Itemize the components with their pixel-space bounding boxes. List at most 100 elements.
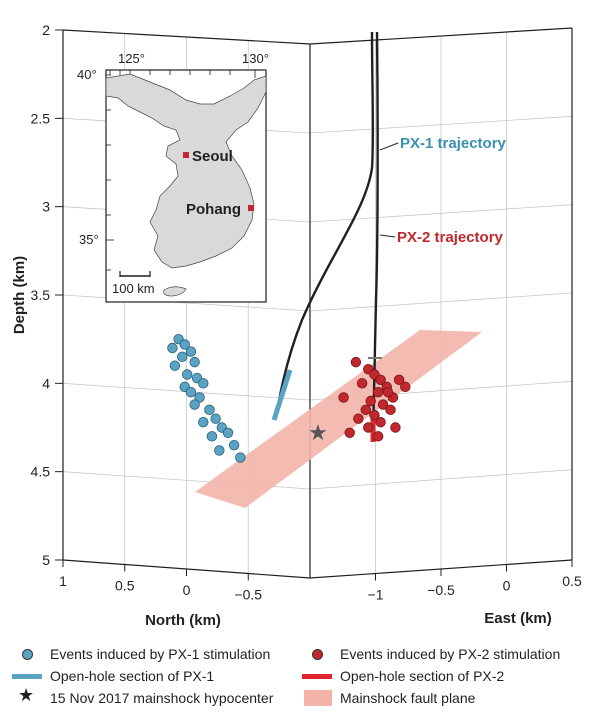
depth-tick-2-5: 2.5 bbox=[31, 110, 51, 126]
px2-event-point bbox=[360, 404, 371, 416]
px1-event-point bbox=[169, 360, 181, 371]
px2-event-point bbox=[385, 404, 396, 416]
px1-event-point bbox=[179, 339, 190, 350]
px1-event-point bbox=[185, 386, 197, 398]
px1-event-point bbox=[189, 356, 200, 368]
legend-fault-plane: Mainshock fault plane bbox=[302, 690, 475, 706]
legend-star-icon: ★ bbox=[18, 685, 35, 705]
px2-trajectory-label: PX-2 trajectory bbox=[397, 229, 504, 246]
north-tick-label: 0.5 bbox=[115, 578, 135, 594]
px1-event-point bbox=[189, 399, 200, 410]
legend-px2-line-icon bbox=[302, 668, 332, 684]
px2-trajectory-line bbox=[371, 31, 379, 441]
legend-fault-plane-label: Mainshock fault plane bbox=[340, 690, 476, 706]
mainshock-fault-plane bbox=[195, 330, 482, 508]
legend-mainshock-label: 15 Nov 2017 mainshock hypocenter bbox=[50, 690, 274, 706]
depth-tick-3: 3 bbox=[42, 199, 50, 215]
east-axis: −1 −0.5 0 0.5 bbox=[368, 560, 582, 603]
east-tick-label: 0 bbox=[503, 578, 511, 594]
map-lon-125: 125° bbox=[118, 51, 145, 66]
pohang-marker bbox=[248, 205, 254, 211]
map-lat-35: 35° bbox=[79, 232, 99, 247]
px2-events bbox=[338, 356, 411, 442]
east-tick-label: −0.5 bbox=[427, 582, 455, 598]
px1-event-point bbox=[206, 431, 218, 442]
legend-px2-events-label: Events induced by PX-2 stimulation bbox=[340, 646, 561, 662]
px1-events bbox=[167, 333, 246, 463]
px2-event-point bbox=[344, 427, 355, 439]
legend-fault-rect-icon bbox=[302, 690, 332, 706]
north-tick-label: −0.5 bbox=[234, 587, 262, 603]
px2-event-point bbox=[363, 422, 374, 433]
px1-trajectory-label: PX-1 trajectory bbox=[400, 135, 507, 152]
legend-px1-line-icon bbox=[12, 668, 42, 684]
depth-tick-3-5: 3.5 bbox=[31, 287, 51, 303]
map-lon-130: 130° bbox=[242, 51, 269, 66]
px1-event-point bbox=[194, 392, 205, 403]
px1-event-point bbox=[214, 445, 225, 456]
inset-map: Seoul Pohang 100 km 125° 130° 40° 35° bbox=[77, 51, 269, 303]
px2-event-point bbox=[356, 378, 368, 389]
legend-px2-openhole: Open-hole section of PX-2 bbox=[302, 668, 504, 684]
px2-event-point bbox=[393, 374, 405, 386]
pohang-label: Pohang bbox=[186, 201, 241, 218]
north-axis-label: North (km) bbox=[145, 612, 221, 629]
legend-mainshock: ★ 15 Nov 2017 mainshock hypocenter bbox=[12, 685, 274, 706]
depth-tick-4-5: 4.5 bbox=[31, 464, 51, 480]
depth-axis: 2 2.5 3 3.5 4 4.5 5 bbox=[31, 22, 63, 568]
px2-event-point bbox=[377, 399, 389, 410]
legend-px2-events: Events induced by PX-2 stimulation bbox=[302, 646, 560, 662]
legend-px2-openhole-label: Open-hole section of PX-2 bbox=[340, 668, 505, 684]
px2-event-point bbox=[338, 392, 349, 403]
north-tick-label: 0 bbox=[183, 582, 191, 598]
legend: Events induced by PX-1 stimulation Event… bbox=[0, 640, 590, 720]
px2-event-point bbox=[400, 381, 411, 393]
px2-event-point bbox=[390, 422, 401, 433]
seoul-marker bbox=[183, 152, 189, 158]
px1-open-hole-line bbox=[271, 369, 293, 421]
px2-event-point bbox=[353, 413, 364, 424]
px1-trajectory-line bbox=[274, 31, 375, 419]
legend-px1-events: Events induced by PX-1 stimulation bbox=[12, 646, 270, 662]
east-axis-label: East (km) bbox=[484, 610, 552, 627]
north-tick-label: 1 bbox=[59, 573, 67, 589]
px1-event-point bbox=[228, 439, 240, 451]
figure-canvas: ★ PX-1 trajectory PX-2 trajectory 2 2.5 3 3… bbox=[11, 22, 582, 629]
east-tick-label: −1 bbox=[368, 587, 384, 603]
px1-label-leader bbox=[379, 142, 399, 151]
north-axis: 1 0.5 0 −0.5 bbox=[59, 560, 262, 603]
mainshock-star: ★ bbox=[308, 421, 328, 446]
px2-event-point bbox=[372, 386, 384, 398]
inset-map-frame-ticks bbox=[106, 70, 256, 271]
depth-axis-label: Depth (km) bbox=[11, 256, 28, 334]
scale-bar-label: 100 km bbox=[112, 281, 155, 296]
px1-event-point bbox=[177, 351, 188, 363]
px2-event-point bbox=[369, 409, 380, 421]
px1-event-point bbox=[222, 427, 234, 439]
east-tick-label: 0.5 bbox=[562, 573, 582, 589]
px2-event-point bbox=[372, 431, 384, 442]
seoul-label: Seoul bbox=[192, 148, 233, 165]
px1-event-point bbox=[235, 452, 246, 463]
depth-tick-4: 4 bbox=[42, 375, 50, 391]
legend-px1-openhole: Open-hole section of PX-1 bbox=[12, 668, 214, 684]
px2-event-point bbox=[375, 374, 386, 386]
depth-tick-2: 2 bbox=[42, 22, 50, 38]
px2-event-point bbox=[382, 386, 394, 398]
px1-event-point bbox=[210, 413, 221, 424]
legend-px2-dot-icon bbox=[302, 646, 332, 662]
px1-event-point bbox=[204, 404, 215, 416]
jeju-island bbox=[163, 286, 187, 297]
px2-label-leader bbox=[379, 234, 396, 238]
px1-event-point bbox=[198, 378, 209, 389]
px2-event-point bbox=[365, 395, 376, 407]
legend-px1-events-label: Events induced by PX-1 stimulation bbox=[50, 646, 271, 662]
map-lat-40: 40° bbox=[77, 67, 97, 82]
legend-px1-dot-icon bbox=[12, 646, 42, 662]
px1-event-point bbox=[198, 417, 209, 428]
legend-px1-openhole-label: Open-hole section of PX-1 bbox=[50, 668, 215, 684]
px1-event-point bbox=[182, 369, 193, 380]
korea-land bbox=[105, 73, 267, 269]
px1-event-point bbox=[185, 346, 197, 357]
px2-event-point bbox=[350, 356, 362, 368]
